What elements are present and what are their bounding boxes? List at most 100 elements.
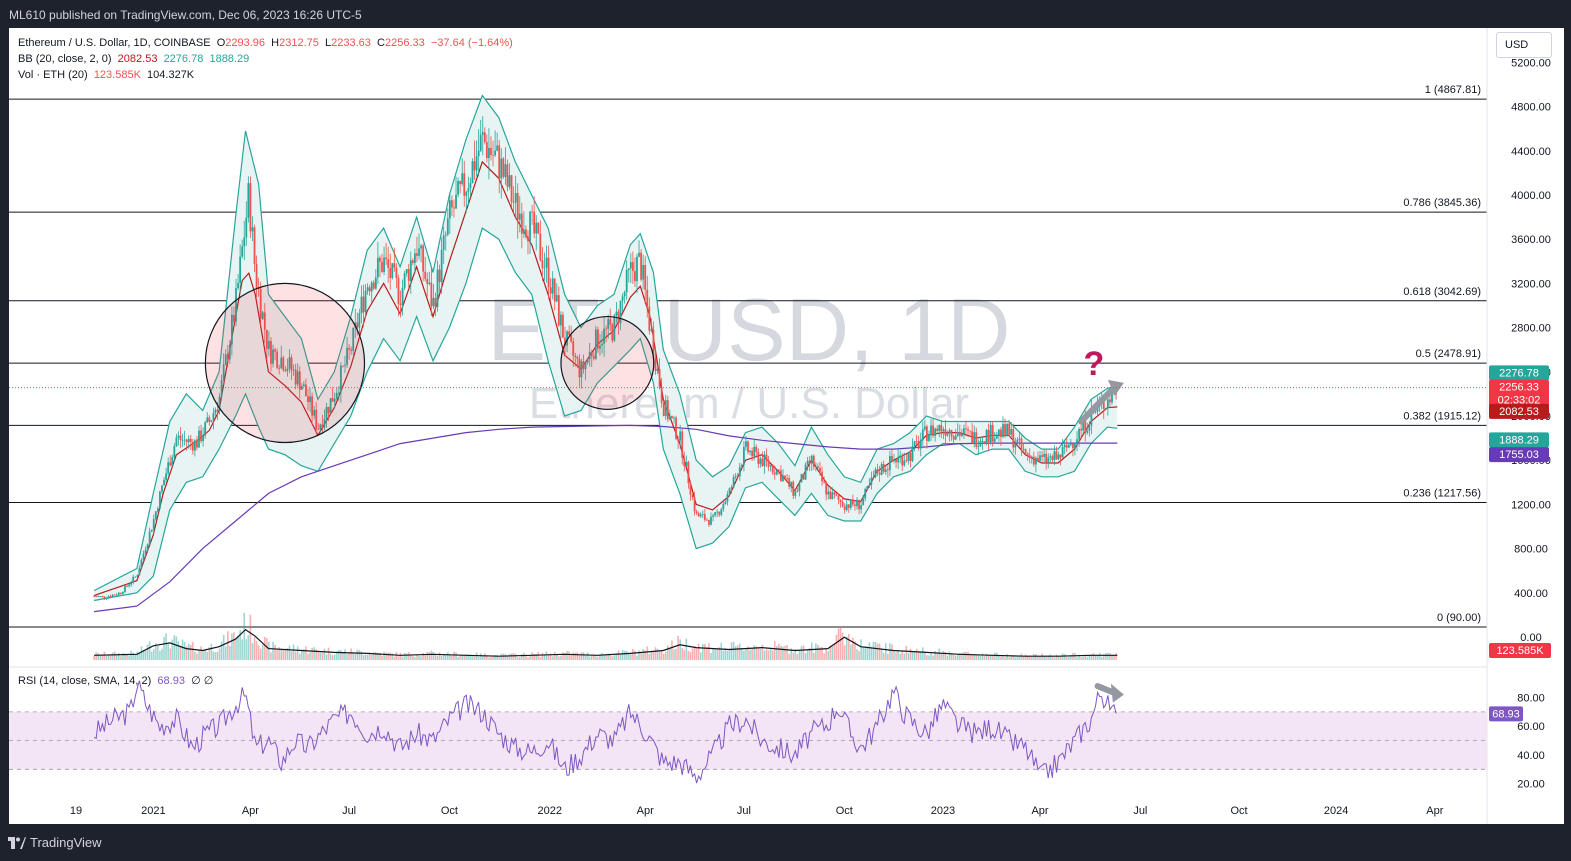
volume-bar <box>233 632 235 660</box>
price-candle-body <box>407 269 410 281</box>
volume-bar <box>983 656 986 660</box>
price-candle-body <box>625 269 628 293</box>
price-candle-body <box>751 450 754 457</box>
price-axis[interactable]: 0.00400.00800.001200.001600.002000.00240… <box>1511 57 1551 790</box>
volume-bar <box>728 648 731 660</box>
price-candle-body <box>886 469 889 471</box>
volume-bar <box>298 653 301 660</box>
volume-bar <box>597 656 599 660</box>
volume-bar <box>802 645 805 660</box>
currency-button[interactable]: USD <box>1496 32 1552 58</box>
price-candle-body <box>847 504 850 508</box>
price-candle-body <box>923 426 926 430</box>
volume-bar <box>284 649 287 660</box>
volume-bar <box>708 642 710 660</box>
price-candle-body <box>705 519 708 521</box>
volume-bar <box>508 654 511 660</box>
volume-bar <box>884 643 887 660</box>
price-candle-body <box>235 288 237 322</box>
price-candle-body <box>535 222 538 234</box>
price-candle-body <box>130 582 133 585</box>
volume-bar <box>1086 656 1089 660</box>
volume-bar <box>473 656 476 660</box>
price-candle-body <box>1088 425 1091 431</box>
price-candle-body <box>839 499 842 503</box>
volume-bar <box>763 650 766 660</box>
price-candle-body <box>212 413 215 421</box>
price-candle-body <box>829 491 832 500</box>
volume-bar <box>432 651 435 660</box>
volume-bar <box>817 644 819 660</box>
volume-bar <box>362 655 365 660</box>
price-candle-body <box>508 175 511 187</box>
volume-bar <box>973 654 976 660</box>
volume-bar <box>348 653 350 660</box>
annotations[interactable]: ? <box>204 282 1124 703</box>
bb-lower-line <box>93 227 1118 602</box>
volume-bar <box>993 652 996 660</box>
volume-bar <box>726 650 729 660</box>
price-candle-body <box>237 282 239 289</box>
volume-bar <box>442 654 445 660</box>
price-candle-body <box>673 417 675 419</box>
volume-bar <box>564 653 566 660</box>
volume-bar <box>214 652 217 660</box>
chart-svg[interactable]: ETHUSD, 1D Ethereum / U.S. Dollar 1 (486… <box>9 28 1564 824</box>
price-candle-body <box>191 442 194 451</box>
price-candle-body <box>442 235 445 250</box>
price-candle-body <box>570 335 573 342</box>
bb-upper-line <box>93 94 1118 592</box>
volume-bar <box>570 655 572 660</box>
chart-panel[interactable]: ETHUSD, 1D Ethereum / U.S. Dollar 1 (486… <box>9 28 1564 824</box>
price-candle-body <box>858 499 860 510</box>
volume-bar <box>761 644 764 660</box>
price-candle-body <box>1004 424 1006 435</box>
volume-bar <box>969 653 971 660</box>
price-candle-body <box>272 349 274 364</box>
price-candle-body <box>611 324 614 341</box>
price-candle-body <box>991 424 994 442</box>
price-candle-body <box>220 380 223 397</box>
price-candle-body <box>714 512 717 516</box>
price-candle-body <box>1102 400 1105 409</box>
price-badge-label: 2276.78 <box>1499 367 1539 379</box>
price-candle-body <box>849 499 852 508</box>
volume-bar <box>613 655 616 660</box>
price-candle-body <box>699 514 702 517</box>
volume-bar <box>167 643 169 660</box>
volume-bar <box>179 645 182 660</box>
price-candle-body <box>1039 455 1041 461</box>
price-candle-body <box>490 147 492 155</box>
price-candle-body <box>522 229 525 234</box>
rsi-badge <box>1489 706 1523 722</box>
price-candle-body <box>337 392 340 394</box>
price-candle-body <box>185 439 188 443</box>
volume-bar <box>366 654 369 660</box>
volume-bar <box>488 657 490 660</box>
volume-bar <box>568 651 570 660</box>
tradingview-logo-icon <box>8 836 26 849</box>
volume-bar <box>730 642 733 660</box>
price-candle-body <box>128 584 130 587</box>
price-candle-body <box>531 211 534 213</box>
volume-bar <box>572 652 575 660</box>
fib-retracement[interactable]: 1 (4867.81) 0.786 (3845.36) 0.618 (3042.69… <box>9 84 1487 628</box>
price-candle-body <box>652 329 655 359</box>
volume-bar <box>901 650 904 660</box>
volume-bar <box>889 643 891 660</box>
highlight-circle <box>204 282 366 444</box>
price-candle-body <box>356 322 359 328</box>
time-axis-tick: Apr <box>637 805 654 817</box>
volume-bar <box>444 655 447 660</box>
volume-bar <box>111 652 114 660</box>
price-candle-body <box>979 441 982 447</box>
time-axis[interactable]: 19 2021 Apr Jul Oct 2022 Apr Jul Oct 2023 Apr Jul Oc… <box>70 805 1444 817</box>
price-candle-body <box>366 287 369 291</box>
volume-bar <box>523 652 525 660</box>
tradingview-logo[interactable]: TradingView <box>8 835 102 850</box>
price-candle-body <box>946 433 949 436</box>
volume-bar <box>453 651 455 660</box>
bb-basis-value: 2082.53 <box>117 53 158 65</box>
price-badge-label: 2256.33 <box>1499 382 1539 394</box>
volume-bar <box>771 650 774 660</box>
